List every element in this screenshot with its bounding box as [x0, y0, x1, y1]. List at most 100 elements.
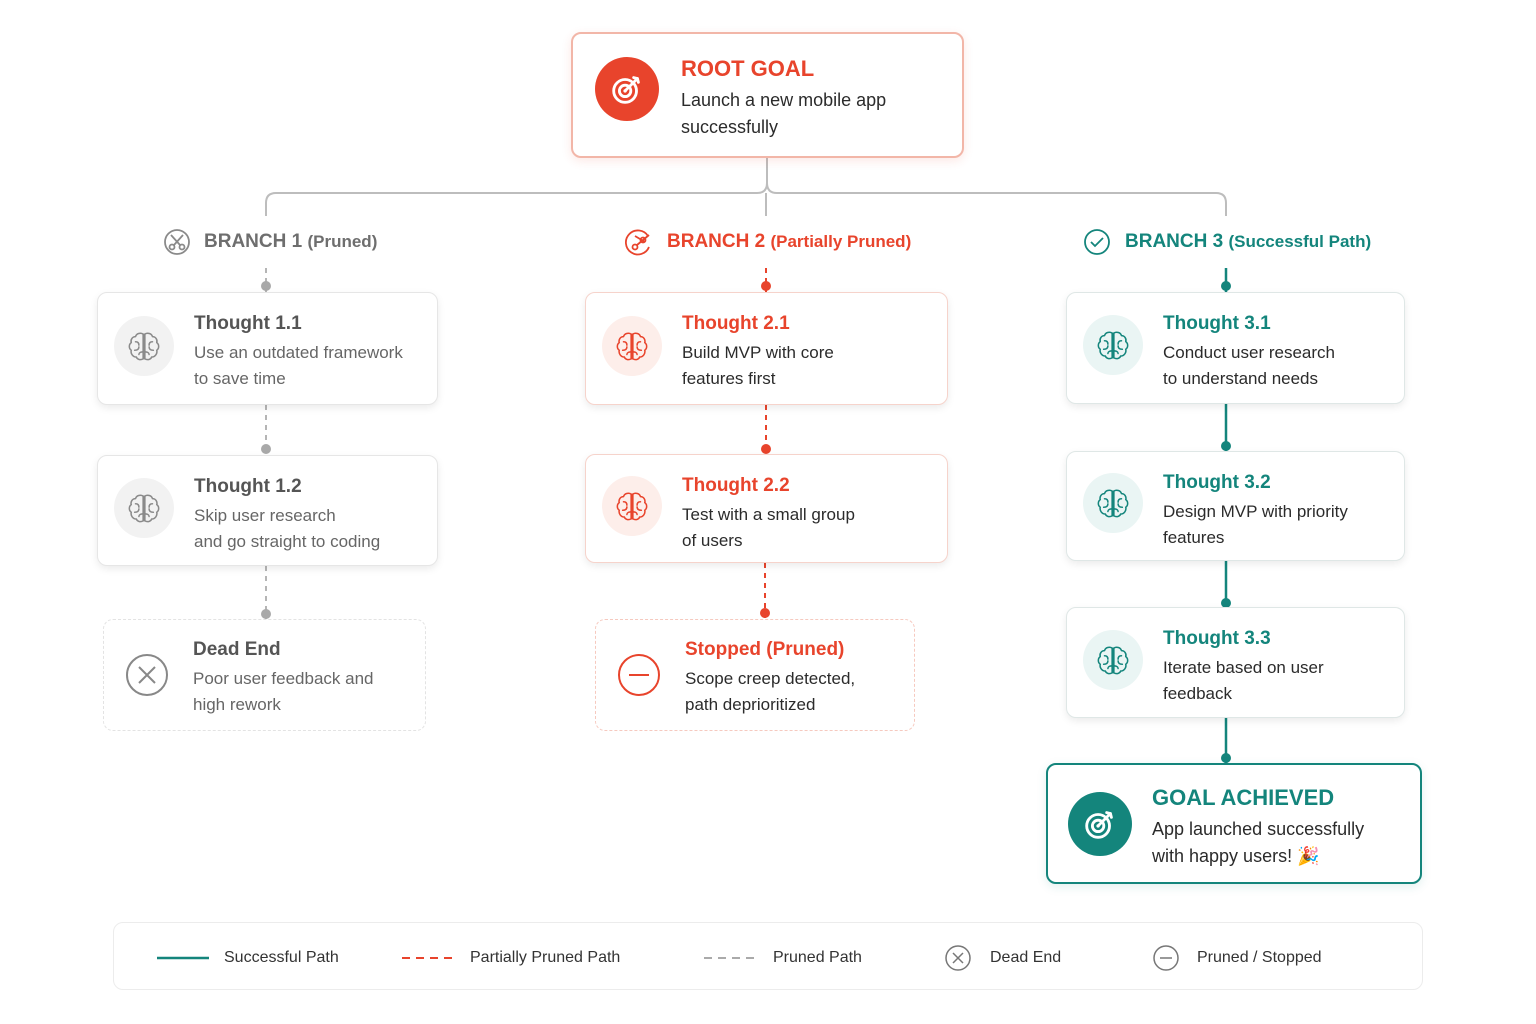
- node-body: Thought 2.2 Test with a small group of use…: [682, 473, 855, 553]
- node-body: Thought 3.1 Conduct user research to under…: [1163, 311, 1335, 391]
- branch-header: BRANCH 2 (Partially Pruned): [667, 230, 911, 254]
- node-text-line: Build MVP with core: [682, 343, 834, 362]
- node-text: Iterate based on user feedback: [1163, 655, 1324, 706]
- node-card: Thought 3.3 Iterate based on user feedback: [1066, 607, 1405, 718]
- node-title: Dead End: [193, 639, 281, 660]
- node-card: Thought 2.1 Build MVP with core features f…: [585, 292, 948, 405]
- node-text-line: Skip user research: [194, 506, 336, 525]
- branch-label: BRANCH 3: [1125, 231, 1224, 252]
- node-title: Thought 2.1: [682, 313, 790, 334]
- node-card: Thought 1.2 Skip user research and go stra…: [97, 455, 438, 566]
- node-text: Launch a new mobile app successfully: [681, 87, 886, 140]
- node-text-line: of users: [682, 530, 743, 550]
- branch-status: (Partially Pruned): [770, 232, 912, 251]
- node-text: App launched successfully with happy user…: [1152, 816, 1364, 869]
- node-text: Poor user feedback and high rework: [193, 666, 374, 717]
- brain-icon: [1083, 629, 1143, 690]
- node-body: Thought 3.3 Iterate based on user feedback: [1163, 626, 1324, 706]
- node-text-line: Iterate based on user: [1163, 658, 1324, 677]
- partial-icon: [624, 229, 650, 256]
- node-text-line: to save time: [194, 368, 286, 388]
- node-text-line: Poor user feedback and: [193, 669, 374, 688]
- success-icon: [1084, 229, 1110, 255]
- node-title: Thought 3.1: [1163, 313, 1271, 334]
- legend-label: Pruned Path: [773, 949, 862, 966]
- node-text: Skip user research and go straight to cod…: [194, 503, 380, 554]
- node-title: GOAL ACHIEVED: [1152, 785, 1335, 810]
- node-text-line: App launched successfully: [1152, 819, 1365, 839]
- node-text: Test with a small group of users: [682, 502, 855, 553]
- branch-header: BRANCH 1 (Pruned): [204, 230, 377, 254]
- target-icon: [595, 57, 659, 121]
- brain-icon: [1083, 473, 1143, 533]
- node-text-line: Scope creep detected,: [685, 669, 856, 688]
- brain-icon: [1083, 315, 1143, 375]
- x-icon: [126, 654, 168, 696]
- node-card: Thought 3.2 Design MVP with priority featu…: [1066, 451, 1405, 561]
- node-body: Thought 3.2 Design MVP with priority featu…: [1163, 470, 1348, 550]
- legend-icon: [945, 945, 971, 971]
- tree-connector: [265, 158, 1227, 216]
- node-title: Thought 2.2: [682, 475, 790, 496]
- node-text: Design MVP with priority features: [1163, 499, 1348, 550]
- target-icon: [1068, 792, 1132, 856]
- node-title: ROOT GOAL: [681, 56, 815, 81]
- node-card: Thought 3.1 Conduct user research to under…: [1066, 292, 1405, 404]
- pruned-icon: [164, 229, 190, 255]
- brain-icon: [114, 477, 174, 538]
- legend-label: Partially Pruned Path: [470, 949, 621, 966]
- brain-icon: [602, 315, 662, 376]
- node-title: Thought 3.2: [1163, 472, 1271, 493]
- node-card: Stopped (Pruned) Scope creep detected, pat…: [595, 619, 915, 731]
- node-title: Stopped (Pruned): [685, 639, 845, 660]
- node-card: GOAL ACHIEVED App launched successfully wi…: [1046, 763, 1422, 884]
- node-text-line: Test with a small group: [682, 505, 855, 524]
- node-text-line: feedback: [1163, 683, 1232, 703]
- node-text: Scope creep detected, path deprioritized: [685, 666, 855, 717]
- node-text-line: path deprioritized: [685, 694, 816, 714]
- legend: [113, 922, 1423, 990]
- branch-status: (Successful Path): [1228, 232, 1372, 251]
- node-text: Conduct user research to understand needs: [1163, 340, 1335, 391]
- node-text-line: features first: [682, 368, 776, 388]
- node-title: Thought 3.3: [1163, 628, 1271, 649]
- node-text-line: successfully: [681, 116, 779, 137]
- branch-label: BRANCH 1: [204, 231, 303, 252]
- node-card: Dead End Poor user feedback and high rewor…: [103, 619, 426, 731]
- node-body: ROOT GOAL Launch a new mobile app successf…: [681, 54, 886, 140]
- node-card: Thought 1.1 Use an outdated framework to s…: [97, 292, 438, 405]
- brain-icon: [114, 315, 174, 376]
- node-text-line: features: [1163, 527, 1225, 547]
- node-title: Thought 1.2: [194, 476, 302, 497]
- node-text-line: high rework: [193, 694, 281, 714]
- branch-label: BRANCH 2: [667, 231, 766, 252]
- node-body: Thought 1.1 Use an outdated framework to s…: [194, 311, 403, 391]
- node-body: Thought 1.2 Skip user research and go stra…: [194, 474, 380, 554]
- legend-label: Pruned / Stopped: [1197, 949, 1322, 966]
- node-text-line: Launch a new mobile app: [681, 90, 887, 110]
- minus-icon: [618, 654, 660, 696]
- node-body: Thought 2.1 Build MVP with core features f…: [682, 311, 834, 391]
- branch-status: (Pruned): [307, 232, 378, 251]
- node-text: Build MVP with core features first: [682, 340, 834, 391]
- node-body: Stopped (Pruned) Scope creep detected, pat…: [685, 637, 855, 717]
- node-text-line: and go straight to coding: [194, 531, 381, 551]
- node-text-line: Conduct user research: [1163, 343, 1335, 362]
- node-title: Thought 1.1: [194, 313, 302, 334]
- brain-icon: [602, 475, 662, 536]
- legend-label: Dead End: [990, 949, 1062, 966]
- node-text-line: Design MVP with priority: [1163, 502, 1348, 521]
- node-text: Use an outdated framework to save time: [194, 340, 403, 391]
- legend-label: Successful Path: [224, 949, 339, 966]
- node-body: Dead End Poor user feedback and high rewor…: [193, 637, 374, 717]
- node-text-line: with happy users! 🎉: [1152, 845, 1320, 866]
- legend-icon: [1153, 945, 1179, 971]
- node-text-line: to understand needs: [1163, 368, 1319, 388]
- branch-header: BRANCH 3 (Successful Path): [1125, 230, 1371, 254]
- node-text-line: Use an outdated framework: [194, 343, 403, 362]
- node-card: ROOT GOAL Launch a new mobile app successf…: [571, 32, 964, 158]
- node-card: Thought 2.2 Test with a small group of use…: [585, 454, 948, 563]
- node-body: GOAL ACHIEVED App launched successfully wi…: [1152, 783, 1364, 869]
